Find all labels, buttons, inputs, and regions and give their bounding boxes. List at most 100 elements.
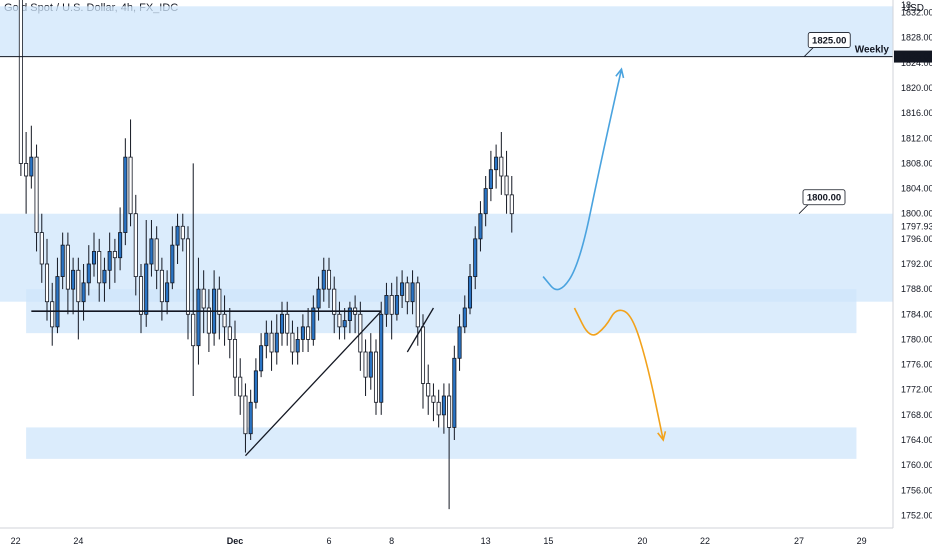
candle-body-59 [321,269,326,290]
y-tick-label-0: 1752.00 [901,510,932,520]
candle-body-40 [222,313,227,328]
candle-body-9 [60,244,65,277]
callout-box-1 [802,189,846,206]
candle-body-23 [133,213,138,277]
candle-body-73 [394,295,399,315]
candle-body-86 [462,307,467,328]
y-tick-label-10: 1792.00 [901,259,932,269]
currency-label: USD [902,3,924,14]
current-price-label: 1825.00 [901,52,932,62]
candle-body-69 [373,351,379,403]
y-tick-label-1: 1756.00 [901,485,932,495]
x-tick-label-5: 13 [481,536,491,546]
x-tick-label-8: 22 [700,536,710,546]
candle-body-22 [128,156,133,215]
candle-body-83 [447,395,452,428]
candle-body-49 [269,332,274,353]
y-tick-label-5: 1772.00 [901,385,932,395]
candle-body-50 [274,332,279,353]
candle-body-5 [39,232,44,265]
candle-body-62 [337,313,342,328]
x-tick-label-6: 15 [543,536,553,546]
y-top-label: 18.. [901,0,916,10]
candle-body-36 [201,288,206,309]
candle-body-27 [154,238,159,271]
candle-body-42 [232,339,238,378]
candle-body-82 [441,395,446,416]
blue-arrow-head [615,67,625,79]
candle-body-17 [102,269,107,284]
candle-body-93 [499,156,504,177]
candle-body-19 [112,251,117,259]
zone-rect-0 [0,6,893,57]
y-tick-label-8: 1784.00 [901,309,932,319]
candle-body-85 [457,326,462,359]
y-tick-label-13: 1804.00 [901,184,932,194]
y-tick-label-17: 1820.00 [901,83,932,93]
candle-body-90 [483,188,488,215]
callout-label-1: 1800.00 [807,193,841,204]
y-tick-label-14: 1808.00 [901,158,932,168]
candle-body-30 [170,244,175,284]
candle-body-26 [149,238,154,265]
y-tick-label-19: 1828.00 [901,33,932,43]
candle-body-95 [509,194,514,215]
candle-body-84 [452,357,457,428]
current-price-box [894,50,932,63]
candle-body-33 [185,238,191,315]
candle-body-68 [368,351,373,378]
candle-body-46 [253,370,258,403]
candle-body-70 [379,313,384,403]
y-tick-label-9: 1788.00 [901,284,932,294]
candle-body-6 [44,263,50,303]
candle-body-31 [175,225,180,246]
candle-body-94 [504,175,509,196]
candle-body-37 [206,307,211,334]
callout-label-0: 1825.00 [812,36,846,47]
callout-pointer-0 [803,46,815,57]
y-tick-label-20: 1832.00 [901,8,932,18]
candle-body-48 [264,332,269,347]
candle-body-55 [300,326,305,340]
candle-body-39 [217,288,222,315]
candle-body-60 [326,269,332,290]
candle-body-61 [332,288,337,315]
trend-line-1 [244,310,382,457]
zones-layer [0,6,893,459]
x-tick-label-9: 27 [794,536,804,546]
x-tick-label-2: Dec [227,536,244,546]
candle-body-51 [279,313,285,334]
candle-body-44 [243,395,248,435]
trend-line-2 [406,307,435,353]
candle-body-43 [238,376,243,397]
y-tick-label-7: 1780.00 [901,334,932,344]
candle-body-14 [86,263,91,284]
candles-layer [18,0,514,510]
candle-body-72 [389,295,394,315]
callout-pointer-1 [798,203,810,214]
candle-body-81 [436,401,441,416]
y-tick-label-15: 1812.00 [901,133,932,143]
candle-body-28 [159,269,164,303]
candle-body-47 [259,345,264,372]
candle-body-87 [467,276,473,309]
candle-body-2 [24,163,29,177]
y-tick-label-3: 1764.00 [901,435,932,445]
blue-projection-path [542,68,623,291]
y-tick-label-4: 1768.00 [901,410,932,420]
candle-body-88 [473,238,478,277]
candle-body-16 [97,251,102,284]
candle-body-57 [311,307,316,340]
candle-body-56 [306,326,311,340]
candle-body-80 [431,395,436,403]
zone-rect-1 [0,213,893,302]
candle-body-58 [316,288,321,309]
candle-body-29 [165,282,170,303]
candle-body-78 [420,326,426,384]
y-tick-label-12: 1800.00 [901,209,932,219]
candle-body-4 [34,156,39,233]
last-price-label: 1797.93 [901,222,932,232]
orange-projection-path [573,307,665,441]
